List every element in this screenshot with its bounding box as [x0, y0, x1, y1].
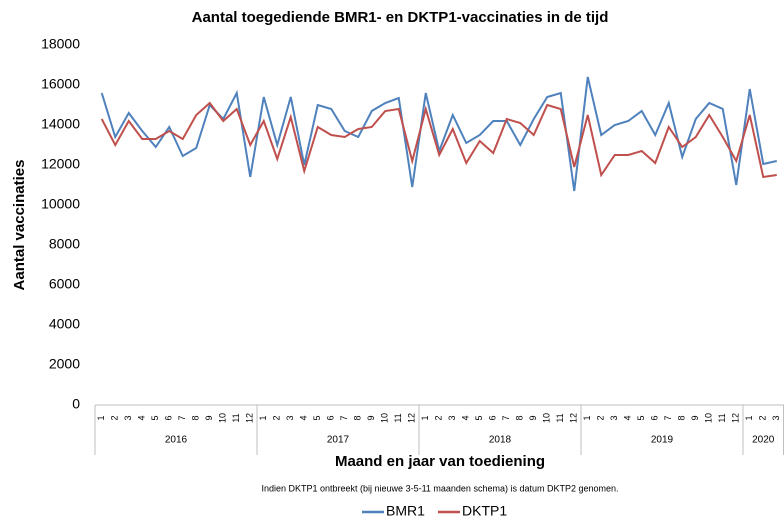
x-tick-label: 1: [420, 415, 430, 420]
x-tick-label: 4: [137, 415, 147, 420]
x-tick-label: 12: [731, 413, 741, 423]
x-tick-label: 8: [677, 415, 687, 420]
legend-label: DKTP1: [462, 503, 507, 519]
x-tick-label: 4: [299, 415, 309, 420]
x-tick-label: 3: [609, 415, 619, 420]
legend-label: BMR1: [386, 503, 425, 519]
x-tick-label: 11: [393, 413, 403, 422]
x-group-label: 2016: [165, 435, 188, 446]
x-tick-label: 9: [204, 415, 214, 420]
x-tick-label: 12: [569, 413, 579, 423]
x-tick-label: 1: [582, 415, 592, 420]
x-group-label: 2018: [489, 435, 512, 446]
x-tick-label: 12: [407, 413, 417, 423]
x-tick-label: 12: [245, 413, 255, 423]
y-tick-label: 0: [72, 396, 80, 412]
x-tick-label: 10: [218, 413, 228, 423]
y-tick-label: 16000: [41, 76, 80, 92]
x-tick-label: 5: [474, 415, 484, 420]
footnote: Indien DKTP1 ontbreekt (bij nieuwe 3-5-1…: [261, 483, 618, 493]
x-tick-label: 1: [744, 415, 754, 420]
x-tick-label: 7: [663, 415, 673, 420]
x-tick-label: 9: [366, 415, 376, 420]
series-line: [100, 101, 777, 179]
x-tick-label: 5: [312, 415, 322, 420]
y-tick-label: 10000: [41, 196, 80, 212]
x-group-label: 2020: [752, 435, 775, 446]
x-tick-label: 9: [528, 415, 538, 420]
x-group-label: 2017: [327, 435, 350, 446]
y-tick-label: 8000: [49, 236, 80, 252]
x-tick-label: 7: [177, 415, 187, 420]
x-tick-label: 4: [623, 415, 633, 420]
y-tick-label: 2000: [49, 356, 80, 372]
x-tick-label: 3: [285, 415, 295, 420]
x-tick-label: 8: [191, 415, 201, 420]
y-tick-label: 14000: [41, 116, 80, 132]
x-tick-label: 2: [758, 415, 768, 420]
x-tick-label: 7: [501, 415, 511, 420]
x-tick-label: 3: [771, 415, 781, 420]
x-tick-label: 2: [272, 415, 282, 420]
x-tick-label: 5: [636, 415, 646, 420]
x-tick-label: 8: [515, 415, 525, 420]
x-tick-label: 1: [258, 415, 268, 420]
x-group-label: 2019: [651, 435, 674, 446]
x-tick-label: 3: [123, 415, 133, 420]
x-tick-label: 8: [353, 415, 363, 420]
x-tick-label: 4: [461, 415, 471, 420]
x-tick-label: 6: [488, 415, 498, 420]
x-tick-label: 9: [690, 415, 700, 420]
x-tick-label: 2: [110, 415, 120, 420]
x-tick-label: 2: [434, 415, 444, 420]
y-tick-label: 6000: [49, 276, 80, 292]
x-tick-label: 5: [150, 415, 160, 420]
x-tick-label: 11: [555, 413, 565, 422]
y-tick-label: 4000: [49, 316, 80, 332]
x-tick-label: 10: [542, 413, 552, 423]
x-axis-title: Maand en jaar van toediening: [335, 453, 545, 470]
x-tick-label: 11: [231, 413, 241, 422]
x-tick-label: 6: [164, 415, 174, 420]
y-axis-title: Aantal vaccinaties: [11, 160, 28, 291]
x-tick-label: 11: [717, 413, 727, 422]
x-tick-label: 10: [704, 413, 714, 423]
series-line: [100, 76, 777, 192]
x-tick-label: 2: [596, 415, 606, 420]
x-tick-label: 10: [380, 413, 390, 423]
x-tick-label: 7: [339, 415, 349, 420]
x-tick-label: 1: [96, 415, 106, 420]
y-tick-label: 12000: [41, 156, 80, 172]
x-tick-label: 6: [326, 415, 336, 420]
y-tick-label: 18000: [41, 36, 80, 52]
chart-title: Aantal toegediende BMR1- en DKTP1-vaccin…: [192, 9, 609, 26]
x-tick-label: 6: [650, 415, 660, 420]
x-tick-label: 3: [447, 415, 457, 420]
